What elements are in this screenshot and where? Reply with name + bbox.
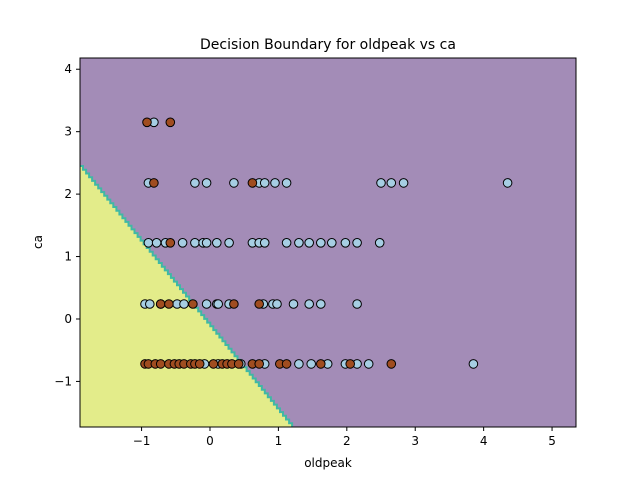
scatter-point-class-0 — [281, 238, 292, 248]
scatter-points — [140, 117, 513, 369]
scatter-point-class-0 — [304, 299, 315, 309]
x-tick-label: −1 — [133, 434, 151, 448]
scatter-point-class-0 — [502, 178, 513, 188]
scatter-point-class-0 — [212, 238, 222, 248]
scatter-point-class-0 — [327, 238, 337, 248]
scatter-point-class-1 — [208, 359, 219, 369]
scatter-point-class-1 — [345, 359, 356, 369]
scatter-point-class-0 — [190, 238, 200, 248]
scatter-point-class-0 — [352, 299, 362, 309]
plot-frame — [79, 57, 577, 428]
scatter-point-class-0 — [352, 238, 362, 248]
chart-title: Decision Boundary for oldpeak vs ca — [200, 37, 456, 53]
scatter-point-class-0 — [213, 299, 223, 309]
y-axis-label: ca — [31, 235, 45, 249]
scatter-point-class-0 — [259, 238, 270, 248]
decision-boundary-line — [80, 165, 294, 427]
x-tick-label: 4 — [480, 434, 488, 448]
scatter-point-class-1 — [254, 359, 265, 369]
scatter-point-class-0 — [304, 238, 315, 248]
scatter-point-class-0 — [272, 299, 282, 309]
scatter-point-class-1 — [165, 117, 176, 128]
scatter-point-class-0 — [294, 238, 304, 248]
scatter-point-class-0 — [281, 178, 292, 188]
x-tick-label: 1 — [275, 434, 283, 448]
x-tick-label: 0 — [206, 434, 214, 448]
scatter-point-class-0 — [143, 238, 154, 248]
y-tick-label: −1 — [54, 374, 72, 388]
scatter-point-class-0 — [288, 299, 299, 309]
scatter-point-class-0 — [224, 238, 234, 248]
scatter-point-class-0 — [340, 238, 351, 248]
scatter-point-class-0 — [363, 359, 374, 369]
scatter-point-class-0 — [177, 238, 188, 248]
scatter-point-class-1 — [165, 238, 176, 248]
y-tick-label: 3 — [64, 125, 72, 139]
scatter-point-class-1 — [155, 359, 166, 369]
scatter-point-class-1 — [229, 299, 239, 309]
scatter-point-class-0 — [201, 238, 212, 248]
x-axis-ticks: −1 0 1 2 3 4 5 — [133, 427, 556, 448]
scatter-point-class-1 — [188, 299, 198, 309]
scatter-point-class-1 — [194, 359, 205, 369]
x-tick-label: 5 — [548, 434, 556, 448]
scatter-point-class-0 — [376, 178, 386, 188]
y-tick-label: 1 — [64, 250, 72, 264]
scatter-point-class-0 — [468, 359, 479, 369]
x-tick-label: 3 — [411, 434, 419, 448]
scatter-point-class-1 — [149, 178, 159, 188]
scatter-point-class-0 — [294, 359, 304, 369]
scatter-point-class-0 — [374, 238, 385, 248]
scatter-point-class-1 — [155, 299, 166, 309]
scatter-point-class-0 — [316, 299, 326, 309]
scatter-point-class-1 — [164, 299, 174, 309]
scatter-point-class-0 — [179, 299, 189, 309]
x-tick-label: 2 — [343, 434, 351, 448]
y-tick-label: 2 — [64, 187, 72, 201]
scatter-point-class-0 — [398, 178, 409, 188]
scatter-point-class-1 — [233, 359, 244, 369]
scatter-point-class-0 — [201, 178, 212, 188]
scatter-point-class-0 — [306, 359, 317, 369]
scatter-point-class-0 — [190, 178, 200, 188]
scatter-point-class-0 — [151, 238, 162, 248]
scatter-point-class-1 — [281, 359, 292, 369]
scatter-point-class-0 — [270, 178, 280, 188]
scatter-point-class-0 — [386, 178, 397, 188]
scatter-point-class-1 — [254, 299, 265, 309]
x-axis-label: oldpeak — [304, 456, 352, 470]
scatter-point-class-1 — [247, 178, 258, 188]
scatter-point-class-1 — [142, 117, 152, 128]
scatter-point-class-0 — [259, 178, 270, 188]
scatter-point-class-1 — [316, 359, 326, 369]
y-tick-label: 0 — [64, 312, 72, 326]
y-tick-label: 4 — [64, 62, 72, 76]
scatter-point-class-0 — [316, 238, 326, 248]
y-axis-ticks: −1 0 1 2 3 4 — [54, 62, 80, 388]
scatter-point-class-0 — [229, 178, 239, 188]
scatter-point-class-0 — [201, 299, 212, 309]
scatter-point-class-1 — [386, 359, 397, 369]
scatter-point-class-0 — [145, 299, 155, 309]
plot-area — [80, 58, 576, 427]
